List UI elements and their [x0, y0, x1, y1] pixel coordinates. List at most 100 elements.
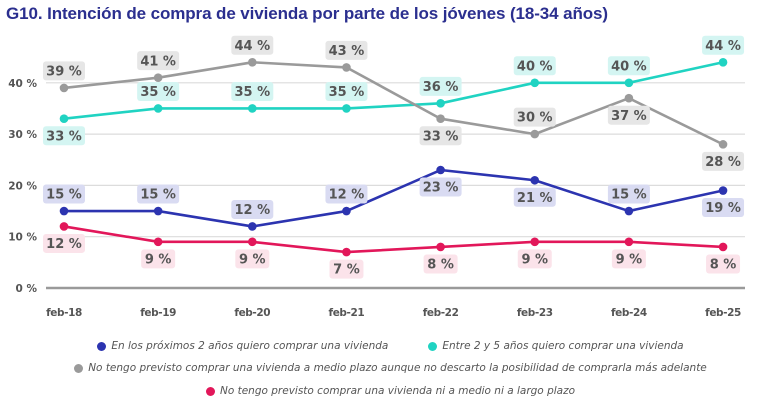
data-point	[342, 247, 351, 257]
line-chart: 0 %10 %20 %30 %40 % feb-18 feb-19 feb-20 fe…	[8, 35, 745, 319]
data-label-text: 19 %	[705, 201, 741, 216]
data-label-text: 33 %	[423, 129, 459, 144]
data-label-text: 7 %	[333, 263, 360, 278]
series-3	[59, 222, 728, 257]
data-label-text: 40 %	[611, 59, 647, 74]
data-label-bg	[419, 126, 462, 146]
data-label-text: 41 %	[140, 54, 176, 69]
data-label-bg	[231, 35, 274, 55]
y-tick-label: 20 %	[8, 180, 37, 192]
data-point	[530, 237, 540, 247]
data-label-text: 9 %	[521, 252, 548, 267]
legend-marker-icon	[74, 363, 84, 373]
data-label: 9 %	[235, 249, 270, 269]
series-line	[63, 225, 724, 254]
data-label-text: 8 %	[427, 258, 454, 273]
x-tick-label: feb-19	[140, 307, 176, 319]
x-tick-label: feb-23	[517, 307, 553, 319]
data-label-bg	[137, 51, 180, 71]
legend-item: En los próximos 2 años quiero comprar un…	[97, 340, 388, 352]
data-label: 35 %	[325, 81, 368, 101]
data-label: 15 %	[607, 184, 650, 204]
data-point	[342, 206, 351, 216]
data-label: 23 %	[419, 177, 462, 197]
data-label-text: 37 %	[611, 109, 647, 124]
data-label-text: 21 %	[517, 191, 553, 206]
legend-label: No tengo previsto comprar una vivienda a…	[88, 362, 707, 374]
data-label: 9 %	[517, 249, 552, 269]
data-label-text: 12 %	[234, 203, 270, 218]
data-label: 7 %	[329, 259, 364, 279]
data-label: 33 %	[43, 126, 85, 146]
data-point	[624, 237, 634, 247]
data-label-text: 39 %	[46, 65, 82, 80]
data-point	[342, 104, 351, 113]
data-label-bg	[611, 249, 646, 269]
data-point	[436, 242, 445, 252]
x-tick-label: feb-20	[234, 307, 270, 319]
data-label-bg	[607, 56, 650, 76]
legend-item: No tengo previsto comprar una vivienda a…	[74, 362, 707, 374]
data-label: 35 %	[231, 81, 274, 101]
data-point	[718, 57, 728, 67]
data-point	[718, 140, 728, 149]
data-label-text: 8 %	[710, 258, 737, 273]
data-label-text: 15 %	[611, 188, 647, 203]
data-label-text: 36 %	[423, 80, 459, 95]
data-label: 12 %	[325, 184, 368, 204]
y-tick-label: 0 %	[16, 283, 38, 295]
x-axis-ticks: feb-18 feb-19 feb-20 feb-21 feb-22 feb-23 feb-…	[46, 307, 741, 319]
data-label: 33 %	[419, 126, 462, 146]
data-point	[248, 237, 257, 247]
x-tick-label: feb-24	[611, 307, 647, 319]
data-label-bg	[43, 61, 85, 81]
data-label-bg	[325, 184, 368, 204]
legend-label: Entre 2 y 5 años quiero comprar una vivi…	[442, 340, 684, 352]
data-point	[59, 83, 69, 93]
data-label: 9 %	[141, 249, 176, 269]
data-label: 44 %	[231, 35, 274, 55]
data-label-text: 12 %	[329, 188, 365, 203]
data-label: 12 %	[43, 233, 85, 253]
data-point	[153, 206, 163, 216]
data-point	[436, 165, 445, 175]
data-point	[436, 99, 445, 108]
data-label-text: 44 %	[705, 39, 741, 54]
data-label-bg	[235, 249, 270, 269]
data-label-text: 33 %	[46, 129, 82, 144]
data-label-bg	[141, 249, 176, 269]
data-point	[59, 206, 69, 216]
x-tick-label: feb-22	[423, 307, 459, 319]
data-label: 40 %	[513, 56, 556, 76]
data-label-bg	[517, 249, 552, 269]
data-point	[153, 104, 163, 113]
data-label: 39 %	[43, 61, 85, 81]
data-point	[248, 57, 257, 67]
legend-row: En los próximos 2 años quiero comprar un…	[0, 340, 781, 352]
legend-row: No tengo previsto comprar una vivienda a…	[0, 362, 781, 374]
data-label-bg	[513, 107, 556, 127]
data-point	[59, 222, 69, 231]
data-label-bg	[419, 76, 462, 96]
data-label-bg	[513, 56, 556, 76]
data-label: 36 %	[419, 76, 462, 96]
series-line	[64, 168, 724, 228]
data-label-bg	[706, 254, 741, 274]
data-label: 15 %	[137, 184, 180, 204]
y-tick-label: 30 %	[8, 129, 37, 141]
data-label-bg	[43, 233, 85, 253]
data-label: 15 %	[43, 184, 85, 204]
data-label-text: 40 %	[517, 59, 553, 74]
data-label-text: 23 %	[423, 181, 459, 196]
data-label: 9 %	[611, 249, 646, 269]
data-label-bg	[702, 35, 745, 55]
data-label: 19 %	[702, 198, 745, 218]
data-label-text: 9 %	[145, 252, 172, 267]
data-label: 35 %	[137, 81, 180, 101]
x-tick-label: feb-25	[705, 307, 741, 319]
legend-row: No tengo previsto comprar una vivienda n…	[0, 385, 781, 397]
data-label-text: 44 %	[234, 39, 270, 54]
data-label-text: 30 %	[517, 111, 553, 126]
data-point	[530, 175, 540, 185]
series-line	[63, 60, 724, 146]
